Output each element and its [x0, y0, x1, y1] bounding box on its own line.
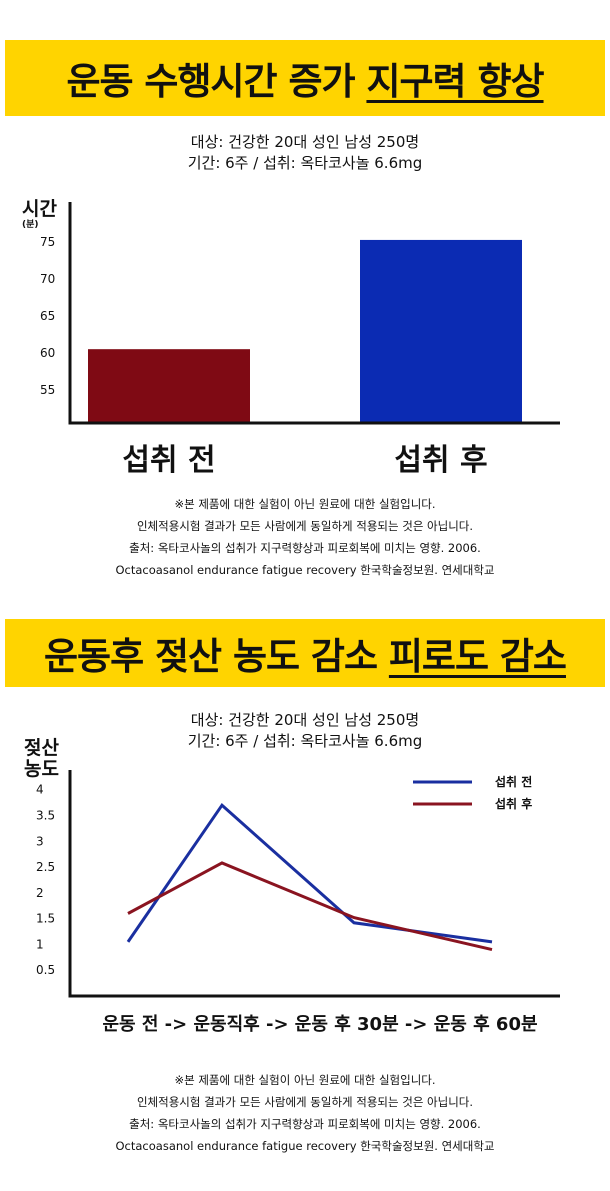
lactate-subtitle: 대상: 건강한 20대 성인 남성 250명 기간: 6주 / 섭취: 옥타코사…: [0, 710, 610, 752]
endurance-title: 운동 수행시간 증가 지구력 향상: [66, 51, 544, 105]
banner-endurance: 운동 수행시간 증가 지구력 향상: [5, 40, 605, 116]
endurance-bar-chart: 55 60 65 70 75 섭취 전 섭취 후: [40, 202, 560, 478]
endurance-subtitle-line1: 대상: 건강한 20대 성인 남성 250명: [190, 133, 420, 151]
lactate-ylabel-line1: 젖산: [24, 737, 59, 759]
lactate-title-main: 운동후 젖산 농도 감소: [44, 635, 389, 678]
lactate-title: 운동후 젖산 농도 감소 피로도 감소: [44, 626, 567, 680]
lactate-ylabel-line2: 농도: [24, 758, 59, 780]
endurance-note-1: ※본 제품에 대한 실험이 아닌 원료에 대한 실험입니다.: [174, 497, 436, 511]
lactate-line-chart: 0.5 1 1.5 2 2.5 3 3.5 4 섭취 전섭취 후운동 전 -> 운동직후 -> …: [36, 770, 560, 1035]
line-x-label: 운동 전 -> 운동직후 -> 운동 후 30분 -> 운동 후 60분: [102, 1014, 537, 1035]
endurance-title-highlight: 지구력 향상: [366, 60, 544, 103]
lactate-note-2: 인체적용시험 결과가 모든 사람에게 동일하게 적용되는 것은 아닙니다.: [136, 1095, 474, 1109]
endurance-ylabel: 시간 (분): [22, 198, 57, 231]
legend-label-0: 섭취 전: [495, 774, 532, 789]
line-y-tick-3: 2: [36, 886, 44, 900]
bar-1: [360, 239, 522, 423]
banner-lactate: 운동후 젖산 농도 감소 피로도 감소: [5, 619, 605, 687]
line-series-1: [127, 861, 493, 952]
bar-y-tick-0: 55: [40, 383, 55, 397]
line-series-0: [126, 802, 493, 944]
lactate-note-4: Octacoasanol endurance fatigue recovery …: [115, 1139, 495, 1153]
legend-label-1: 섭취 후: [495, 796, 532, 811]
endurance-note-3: 출처: 옥타코사놀의 섭취가 지구력향상과 피로회복에 미치는 영향. 2006…: [129, 541, 481, 555]
line-y-tick-4: 2.5: [36, 860, 55, 874]
lactate-note-1: ※본 제품에 대한 실험이 아닌 원료에 대한 실험입니다.: [174, 1073, 436, 1087]
bar-y-tick-3: 70: [40, 272, 55, 286]
lactate-note-3: 출처: 옥타코사놀의 섭취가 지구력향상과 피로회복에 미치는 영향. 2006…: [129, 1117, 481, 1131]
line-y-tick-2: 1.5: [36, 912, 55, 926]
bar-y-tick-4: 75: [40, 235, 55, 249]
endurance-subtitle-line2: 기간: 6주 / 섭취: 옥타코사놀 6.6mg: [187, 154, 423, 172]
lactate-title-highlight: 피로도 감소: [388, 635, 567, 678]
bar-category-0: 섭취 전: [122, 443, 215, 478]
line-y-tick-7: 4: [36, 783, 44, 797]
line-y-tick-5: 3: [36, 834, 44, 848]
line-y-tick-6: 3.5: [36, 809, 55, 823]
bar-y-tick-2: 65: [40, 309, 55, 323]
endurance-note-2: 인체적용시험 결과가 모든 사람에게 동일하게 적용되는 것은 아닙니다.: [136, 519, 474, 533]
bar-y-tick-1: 60: [40, 346, 55, 360]
endurance-yunit: (분): [22, 220, 39, 230]
line-y-tick-0: 0.5: [36, 963, 55, 977]
lactate-notes: ※본 제품에 대한 실험이 아닌 원료에 대한 실험입니다. 인체적용시험 결과…: [0, 1069, 610, 1157]
bar-0: [88, 349, 250, 423]
lactate-ylabel: 젖산 농도: [24, 738, 59, 780]
bar-category-1: 섭취 후: [394, 443, 487, 478]
endurance-ylabel-text: 시간: [22, 198, 57, 220]
lactate-subtitle-line1: 대상: 건강한 20대 성인 남성 250명: [190, 711, 420, 729]
endurance-title-main: 운동 수행시간 증가: [66, 60, 367, 103]
lactate-subtitle-line2: 기간: 6주 / 섭취: 옥타코사놀 6.6mg: [187, 732, 423, 750]
endurance-note-4: Octacoasanol endurance fatigue recovery …: [115, 563, 495, 577]
endurance-notes: ※본 제품에 대한 실험이 아닌 원료에 대한 실험입니다. 인체적용시험 결과…: [0, 493, 610, 581]
endurance-subtitle: 대상: 건강한 20대 성인 남성 250명 기간: 6주 / 섭취: 옥타코사…: [0, 132, 610, 174]
line-y-tick-1: 1: [36, 937, 44, 951]
